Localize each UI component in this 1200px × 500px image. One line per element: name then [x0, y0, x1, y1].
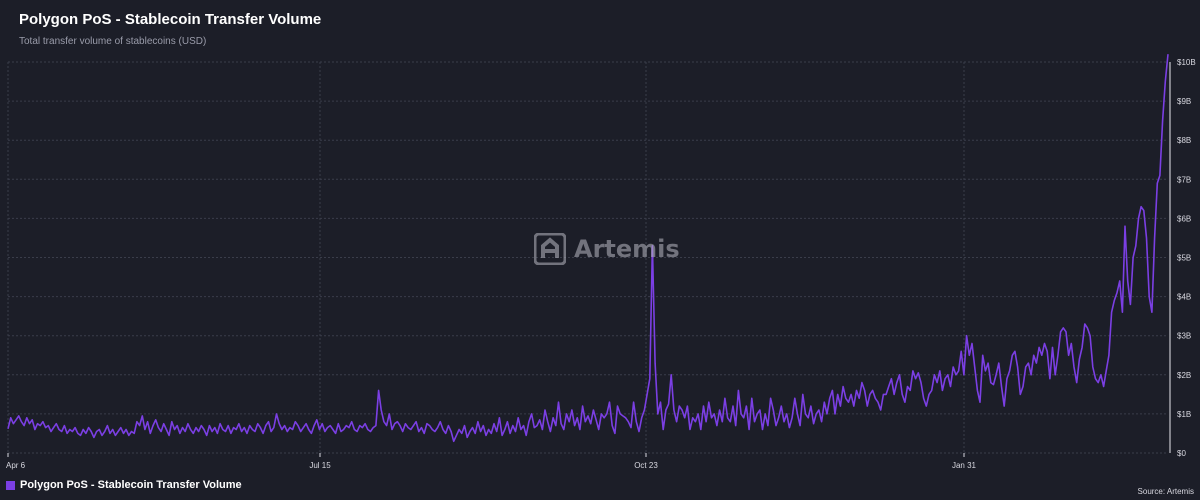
- legend-label: Polygon PoS - Stablecoin Transfer Volume: [20, 479, 242, 491]
- chart-legend[interactable]: Polygon PoS - Stablecoin Transfer Volume: [6, 479, 242, 491]
- y-tick-label: $7B: [1177, 175, 1191, 184]
- x-tick-label: Jul 15: [309, 461, 331, 470]
- y-tick-label: $8B: [1177, 136, 1191, 145]
- y-tick-label: $10B: [1177, 58, 1196, 67]
- artemis-logo-icon: [534, 233, 566, 265]
- y-tick-label: $3B: [1177, 332, 1191, 341]
- series-line[interactable]: [7, 54, 1169, 443]
- artemis-watermark: Artemis: [534, 233, 680, 265]
- chart-title: Polygon PoS - Stablecoin Transfer Volume: [19, 11, 322, 28]
- y-tick-label: $5B: [1177, 254, 1191, 263]
- x-tick-label: Oct 23: [634, 461, 658, 470]
- watermark-text: Artemis: [574, 235, 680, 263]
- x-tick-label: Jan 31: [952, 461, 977, 470]
- legend-swatch: [6, 480, 15, 490]
- chart-subtitle: Total transfer volume of stablecoins (US…: [19, 36, 207, 47]
- y-axis-ticks: $0 $1B $2B $3B $4B $5B $6B $7B $8B $9B $10B: [1177, 58, 1196, 458]
- y-tick-label: $4B: [1177, 293, 1191, 302]
- x-axis-ticks: Apr 6 Jul 15 Oct 23 Jan 31: [6, 453, 977, 470]
- y-tick-label: $6B: [1177, 214, 1191, 223]
- y-tick-label: $2B: [1177, 371, 1191, 380]
- y-tick-label: $1B: [1177, 410, 1191, 419]
- y-tick-label: $9B: [1177, 97, 1191, 106]
- y-tick-label: $0: [1177, 449, 1186, 458]
- x-tick-label: Apr 6: [6, 461, 26, 470]
- chart-grid: [7, 61, 1168, 454]
- source-label: Source: Artemis: [1137, 487, 1194, 496]
- series-layer: [7, 54, 1169, 443]
